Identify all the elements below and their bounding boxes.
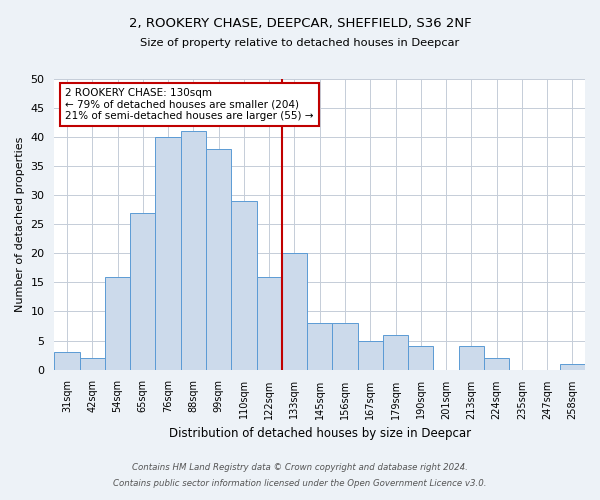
Bar [181,132,206,370]
Text: Contains public sector information licensed under the Open Government Licence v3: Contains public sector information licen… [113,478,487,488]
Bar [383,334,408,370]
Bar [155,137,181,370]
Bar [358,340,383,370]
Bar [231,201,257,370]
Bar [408,346,433,370]
Bar [332,323,358,370]
Bar [206,148,231,370]
Text: 2 ROOKERY CHASE: 130sqm
← 79% of detached houses are smaller (204)
21% of semi-d: 2 ROOKERY CHASE: 130sqm ← 79% of detache… [65,88,314,121]
Bar [257,276,282,370]
Bar [130,212,155,370]
Bar [560,364,585,370]
Bar [55,352,80,370]
Bar [484,358,509,370]
Text: 2, ROOKERY CHASE, DEEPCAR, SHEFFIELD, S36 2NF: 2, ROOKERY CHASE, DEEPCAR, SHEFFIELD, S3… [128,18,472,30]
Bar [105,276,130,370]
X-axis label: Distribution of detached houses by size in Deepcar: Distribution of detached houses by size … [169,427,471,440]
Bar [282,254,307,370]
Text: Size of property relative to detached houses in Deepcar: Size of property relative to detached ho… [140,38,460,48]
Bar [80,358,105,370]
Text: Contains HM Land Registry data © Crown copyright and database right 2024.: Contains HM Land Registry data © Crown c… [132,464,468,472]
Bar [458,346,484,370]
Y-axis label: Number of detached properties: Number of detached properties [15,136,25,312]
Bar [307,323,332,370]
